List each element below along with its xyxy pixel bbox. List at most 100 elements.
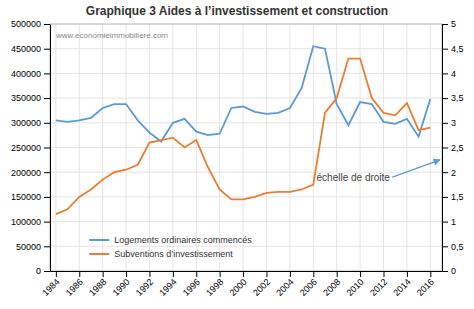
tick-label: 0 <box>36 266 41 276</box>
tick-label: 2006 <box>298 277 319 298</box>
tick: 200000 <box>11 168 50 178</box>
tick-mark <box>44 172 50 173</box>
legend-item: Logements ordinaires commencés <box>89 235 252 245</box>
tick: 1 <box>442 217 456 227</box>
tick-label: 1998 <box>204 277 225 298</box>
tick: 2002 <box>251 271 272 298</box>
tick: 450000 <box>11 44 50 54</box>
tick-label: 3,5 <box>451 93 464 103</box>
tick: 2000 <box>228 271 249 298</box>
tick: 2010 <box>345 271 366 298</box>
annotation-arrow <box>392 160 440 177</box>
tick-mark <box>383 271 384 277</box>
tick-mark <box>220 271 221 277</box>
plot-area: 1984198619881990199219941996199820002002… <box>11 19 464 298</box>
tick: 500000 <box>11 19 50 29</box>
tick: 2 <box>442 168 456 178</box>
axis-line <box>50 25 51 272</box>
y-axis: 0500001000001500002000002500003000003500… <box>11 19 51 276</box>
tick: 350000 <box>11 93 50 103</box>
tick-mark <box>442 271 448 272</box>
grid-line <box>50 98 442 99</box>
tick-mark <box>442 172 448 173</box>
tick: 1984 <box>40 271 61 298</box>
tick-mark <box>44 222 50 223</box>
tick: 300000 <box>11 118 50 128</box>
legend: Logements ordinaires commencésSubvention… <box>89 235 252 259</box>
tick: 50000 <box>16 242 50 252</box>
grid-line <box>50 246 442 247</box>
tick-label: 2008 <box>321 277 342 298</box>
lines <box>56 46 430 214</box>
y2-axis: 00,511,522,533,544,55 <box>442 19 464 276</box>
tick-label: 2012 <box>368 277 389 298</box>
tick: 0 <box>36 266 50 276</box>
tick-mark <box>442 197 448 198</box>
annotation: échelle de droite <box>317 172 391 183</box>
tick-label: 2000 <box>228 277 249 298</box>
tick-label: 1986 <box>64 277 85 298</box>
tick-label: 1990 <box>111 277 132 298</box>
tick-mark <box>442 73 448 74</box>
watermark: www.economieimmobiliere.com <box>55 31 168 40</box>
tick-label: 2010 <box>345 277 366 298</box>
tick-mark <box>442 222 448 223</box>
tick: 2008 <box>321 271 342 298</box>
tick: 1986 <box>64 271 85 298</box>
plot-frame <box>50 24 442 271</box>
tick-label: 100000 <box>11 217 41 227</box>
tick-label: 3 <box>451 118 456 128</box>
tick-mark <box>313 271 314 277</box>
grid-line <box>50 196 442 197</box>
tick-mark <box>126 271 127 277</box>
tick-label: 350000 <box>11 93 41 103</box>
tick-label: 4 <box>451 69 456 79</box>
tick-label: 500000 <box>11 19 41 29</box>
tick: 2014 <box>391 271 412 298</box>
grid-line <box>50 73 442 74</box>
tick-label: 50000 <box>16 242 41 252</box>
series-line <box>56 59 430 215</box>
tick: 1990 <box>111 271 132 298</box>
tick: 2,5 <box>442 143 464 153</box>
tick-label: 5 <box>451 19 456 29</box>
tick-mark <box>44 123 50 124</box>
tick-mark <box>442 49 448 50</box>
tick-mark <box>337 271 338 277</box>
tick-mark <box>430 271 431 277</box>
grid-line <box>50 147 442 148</box>
tick-mark <box>173 271 174 277</box>
legend-label: Logements ordinaires commencés <box>114 235 252 245</box>
tick-mark <box>149 271 150 277</box>
tick-mark <box>266 271 267 277</box>
tick: 3,5 <box>442 93 464 103</box>
x-axis: 1984198619881990199219941996199820002002… <box>40 271 442 298</box>
tick: 2006 <box>298 271 319 298</box>
grid-line <box>50 221 442 222</box>
tick-mark <box>407 271 408 277</box>
tick-mark <box>44 246 50 247</box>
tick: 1992 <box>134 271 155 298</box>
tick-label: 2002 <box>251 277 272 298</box>
tick-mark <box>44 271 50 272</box>
grid <box>50 24 442 271</box>
tick-label: 400000 <box>11 69 41 79</box>
tick-mark <box>44 148 50 149</box>
legend-swatch <box>89 253 109 255</box>
tick-mark <box>243 271 244 277</box>
tick-label: 1994 <box>157 277 178 298</box>
tick-mark <box>196 271 197 277</box>
tick-mark <box>44 197 50 198</box>
tick: 0 <box>442 266 456 276</box>
tick: 5 <box>442 19 456 29</box>
tick: 1,5 <box>442 192 464 202</box>
tick-label: 200000 <box>11 168 41 178</box>
tick-label: 1984 <box>40 277 61 298</box>
tick-label: 1996 <box>181 277 202 298</box>
tick: 400000 <box>11 69 50 79</box>
chart: 1984198619881990199219941996199820002002… <box>0 0 474 309</box>
tick-label: 2,5 <box>451 143 464 153</box>
tick-label: 2004 <box>274 277 295 298</box>
tick-mark <box>442 24 448 25</box>
legend-swatch <box>89 239 109 241</box>
